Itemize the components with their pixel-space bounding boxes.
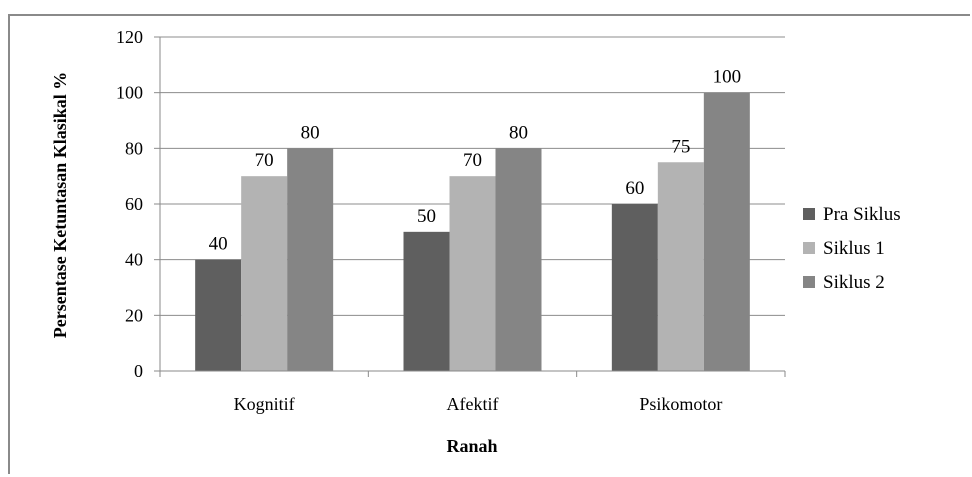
data-labels: 40 70 80 50 70 80 60 75 100 bbox=[209, 67, 741, 255]
bar bbox=[287, 148, 334, 371]
legend: Pra Siklus Siklus 1 Siklus 2 bbox=[803, 204, 901, 293]
tick-labels: 0 20 40 60 80 100 120 Kognitif Afektif Psikomotor bbox=[116, 27, 722, 414]
bar bbox=[195, 259, 242, 371]
data-label: 100 bbox=[713, 67, 742, 88]
chart-frame bbox=[8, 14, 970, 474]
y-tick-label: 80 bbox=[125, 138, 143, 158]
legend-swatch bbox=[803, 242, 815, 254]
legend-label: Pra Siklus bbox=[823, 204, 901, 225]
legend-swatch bbox=[803, 208, 815, 220]
data-label: 70 bbox=[255, 150, 274, 171]
axes bbox=[154, 36, 786, 377]
legend-swatch bbox=[803, 276, 815, 288]
data-label: 60 bbox=[625, 178, 644, 199]
bar bbox=[449, 176, 496, 371]
legend-label: Siklus 2 bbox=[823, 272, 885, 293]
y-tick-label: 120 bbox=[116, 27, 143, 47]
bar bbox=[611, 204, 658, 371]
data-label: 70 bbox=[463, 150, 482, 171]
category-label: Psikomotor bbox=[639, 394, 722, 414]
category-label: Afektif bbox=[447, 394, 499, 414]
bar bbox=[495, 148, 542, 371]
bar bbox=[241, 176, 288, 371]
bar bbox=[657, 162, 704, 371]
y-tick-label: 100 bbox=[116, 83, 143, 103]
y-axis-title: Persentase Ketuntasan Klasikal % bbox=[50, 72, 70, 339]
data-label: 80 bbox=[509, 122, 528, 143]
bar bbox=[703, 92, 750, 372]
data-label: 75 bbox=[671, 136, 690, 157]
y-tick-label: 60 bbox=[125, 194, 143, 214]
y-tick-label: 0 bbox=[134, 361, 143, 381]
bar bbox=[403, 231, 450, 371]
y-tick-label: 40 bbox=[125, 250, 143, 270]
data-label: 80 bbox=[301, 122, 320, 143]
bars bbox=[195, 92, 750, 372]
data-label: 50 bbox=[417, 206, 436, 227]
category-label: Kognitif bbox=[234, 394, 295, 414]
legend-label: Siklus 1 bbox=[823, 238, 885, 259]
y-tick-label: 20 bbox=[125, 305, 143, 325]
x-axis-title: Ranah bbox=[446, 436, 497, 456]
data-label: 40 bbox=[209, 234, 228, 255]
